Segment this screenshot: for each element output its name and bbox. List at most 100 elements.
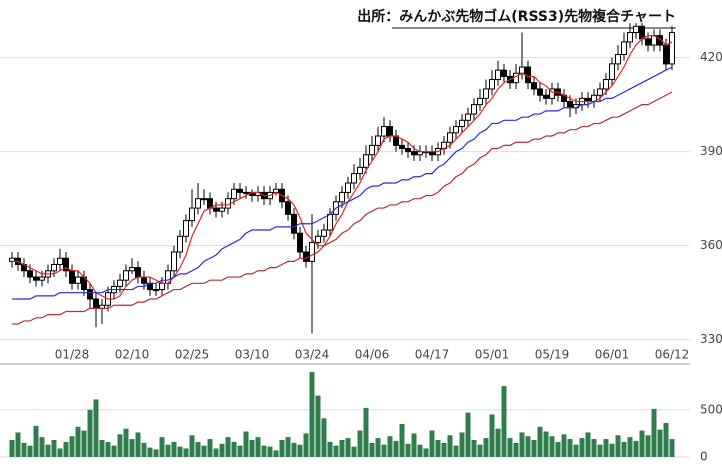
volume-bar: [225, 437, 231, 457]
volume-bar: [441, 442, 447, 457]
volume-bar: [231, 441, 237, 457]
volume-bar: [219, 443, 225, 457]
volume-bar: [489, 414, 495, 457]
volume-bar: [135, 432, 141, 457]
volume-bar: [195, 441, 201, 457]
candle-body: [195, 198, 201, 209]
volume-bar: [297, 444, 303, 457]
candle-body: [387, 126, 393, 137]
volume-bar: [321, 418, 327, 457]
candle-body: [489, 79, 495, 90]
candle-body: [351, 173, 357, 184]
volume-bar: [141, 442, 147, 457]
candle-body: [483, 88, 489, 99]
candle-body: [153, 289, 159, 292]
volume-bar: [477, 444, 483, 457]
x-tick-label: 03/10: [235, 348, 270, 362]
moving-average-line: [12, 35, 673, 300]
volume-bar: [273, 450, 279, 457]
volume-bar: [327, 441, 333, 457]
candle-body: [315, 235, 321, 244]
candle-body: [411, 151, 417, 156]
candle-body: [621, 41, 627, 55]
volume-bar: [519, 432, 525, 457]
volume-bar: [657, 429, 663, 457]
candle-body: [69, 270, 75, 284]
volume-bar: [627, 437, 633, 457]
candle-body: [123, 270, 129, 281]
volume-bar: [345, 438, 351, 457]
volume-bar: [429, 430, 435, 457]
volume-bar: [537, 426, 543, 457]
candle-body: [117, 279, 123, 287]
volume-bar: [165, 444, 171, 457]
y-tick-label: 330: [700, 332, 722, 346]
volume-bar: [183, 448, 189, 457]
volume-bar: [621, 441, 627, 457]
candle-body: [285, 201, 291, 215]
volume-bar: [399, 423, 405, 457]
candle-body: [639, 25, 645, 40]
candle-body: [369, 144, 375, 156]
x-tick-label: 06/12: [655, 348, 690, 362]
volume-bar: [69, 436, 75, 457]
volume-bar: [333, 445, 339, 457]
volume-bar: [663, 423, 669, 457]
volume-bar: [129, 439, 135, 457]
candle-body: [633, 25, 639, 34]
candle-body: [453, 126, 459, 134]
volume-bar: [471, 440, 477, 457]
candle-body: [33, 276, 39, 281]
candle-body: [75, 276, 81, 284]
volume-bar: [507, 438, 513, 457]
x-tick-label: 05/01: [475, 348, 510, 362]
volume-bar: [603, 439, 609, 457]
candle-body: [663, 44, 669, 65]
candle-body: [567, 101, 573, 109]
volume-bar: [87, 409, 93, 457]
volume-bar: [375, 438, 381, 457]
volume-bar: [633, 440, 639, 457]
volume-bar: [75, 426, 81, 457]
candle-body: [219, 207, 225, 212]
candle-body: [657, 35, 663, 46]
volume-bar: [159, 437, 165, 457]
candle-body: [135, 267, 141, 278]
candle-body: [549, 88, 555, 99]
volume-bar: [33, 425, 39, 457]
candle-body: [27, 270, 33, 278]
volume-bar: [51, 440, 57, 457]
volume-bar: [105, 441, 111, 457]
volume-bar: [201, 445, 207, 457]
volume-bar: [405, 443, 411, 457]
candle-body: [327, 213, 333, 231]
candle-body: [375, 135, 381, 146]
candle-body: [183, 220, 189, 237]
candle-body: [87, 289, 93, 300]
moving-average-line: [12, 91, 673, 325]
chart-title: 出所：みんかぶ先物ゴム(RSS3)先物複合チャート: [357, 8, 676, 25]
volume-bar: [357, 430, 363, 457]
volume-bar: [27, 445, 33, 457]
volume-bar: [525, 436, 531, 457]
volume-bar: [495, 428, 501, 457]
moving-average-line: [12, 66, 673, 300]
y-tick-label: 0: [700, 450, 708, 464]
candle-body: [615, 53, 621, 65]
candle-body: [141, 276, 147, 284]
volume-bar: [639, 430, 645, 457]
volume-bar: [609, 443, 615, 457]
volume-bar: [45, 444, 51, 457]
candle-body: [51, 264, 57, 272]
volume-bar: [543, 431, 549, 457]
volume-bar: [447, 435, 453, 457]
x-tick-label: 01/28: [55, 348, 90, 362]
volume-bar: [63, 441, 69, 457]
volume-bar: [651, 408, 657, 457]
volume-bar: [549, 436, 555, 457]
candle-body: [669, 32, 675, 65]
candle-body: [159, 282, 165, 291]
candle-body: [357, 166, 363, 175]
volume-bar: [411, 433, 417, 457]
